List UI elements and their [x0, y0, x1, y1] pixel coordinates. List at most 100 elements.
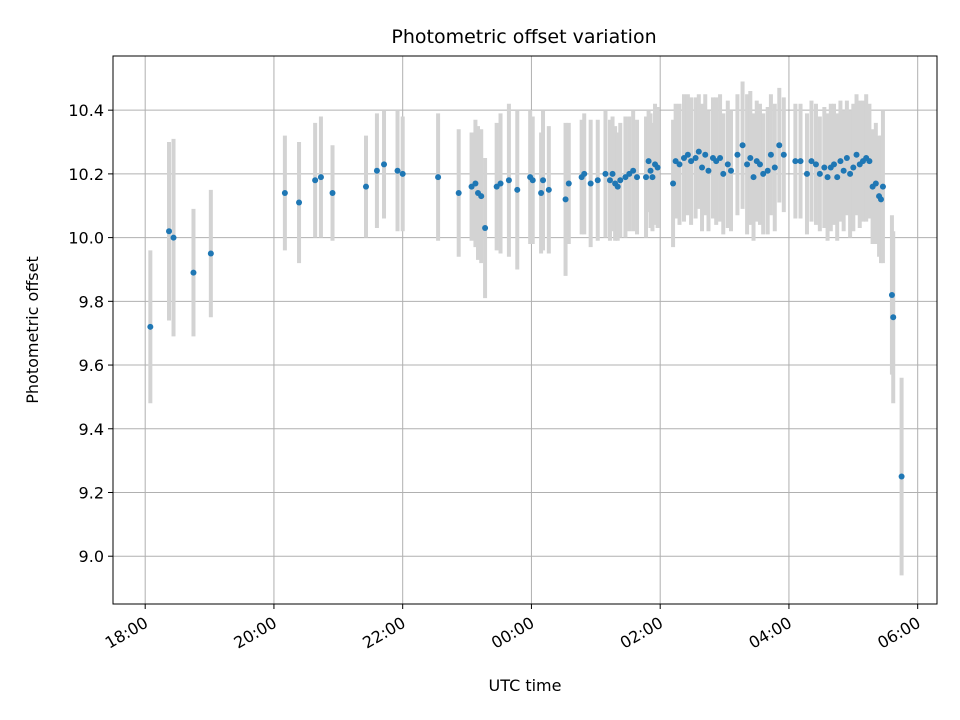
plot-area-frame — [112, 55, 938, 605]
data-point — [505, 177, 512, 184]
data-point — [816, 170, 823, 177]
data-point — [394, 167, 401, 174]
data-point — [898, 473, 905, 480]
y-tick-label: 10.4 — [68, 101, 104, 120]
data-point — [744, 161, 751, 168]
data-point — [649, 174, 656, 181]
data-point — [670, 180, 677, 187]
data-point — [645, 158, 652, 165]
data-point — [606, 177, 613, 184]
data-point — [435, 174, 442, 181]
data-point — [771, 164, 778, 171]
data-point — [776, 142, 783, 149]
data-point — [472, 180, 479, 187]
y-axis-label: Photometric offset — [23, 256, 42, 404]
data-point — [780, 151, 787, 158]
data-point — [797, 158, 804, 165]
data-point — [728, 167, 734, 174]
chart-title: Photometric offset variation — [391, 26, 656, 48]
data-point — [853, 151, 860, 158]
data-point — [455, 190, 462, 196]
data-point — [834, 174, 841, 181]
y-tick-label: 9.4 — [79, 420, 104, 439]
x-axis-label: UTC time — [489, 676, 562, 695]
data-point — [888, 291, 895, 298]
data-point — [734, 151, 741, 158]
data-point — [850, 164, 857, 171]
data-point — [692, 154, 699, 161]
data-point — [688, 158, 695, 165]
data-point — [739, 142, 746, 149]
data-point — [609, 170, 616, 177]
data-point — [767, 151, 774, 158]
data-point — [643, 174, 650, 181]
data-point — [362, 183, 369, 190]
data-point — [166, 228, 173, 235]
data-point — [317, 174, 324, 181]
data-point — [821, 164, 828, 171]
data-point — [684, 151, 691, 158]
data-point — [630, 167, 637, 174]
data-point — [617, 177, 624, 184]
data-point — [529, 177, 536, 184]
data-point — [847, 170, 854, 177]
data-point — [676, 161, 683, 168]
data-point — [831, 161, 837, 168]
data-points — [147, 142, 905, 480]
data-point — [803, 170, 810, 177]
data-point — [190, 269, 197, 276]
data-point — [792, 158, 799, 165]
data-point — [705, 167, 712, 174]
y-tick-label: 9.0 — [79, 547, 104, 566]
data-point — [724, 161, 731, 168]
data-point — [747, 154, 754, 161]
data-point — [281, 190, 288, 196]
data-point — [879, 183, 886, 190]
data-point — [654, 164, 661, 171]
data-point — [756, 161, 763, 168]
data-point — [381, 161, 388, 168]
data-point — [764, 167, 771, 174]
data-point — [808, 158, 815, 165]
data-point — [562, 196, 569, 203]
data-point — [538, 190, 545, 196]
data-point — [565, 180, 572, 187]
data-point — [497, 180, 504, 187]
y-tick-label: 9.2 — [79, 483, 104, 502]
data-point — [312, 177, 319, 184]
data-point — [866, 158, 873, 165]
data-point — [587, 180, 594, 187]
data-point — [647, 167, 654, 174]
data-point — [545, 186, 552, 193]
data-point — [478, 193, 485, 200]
data-point — [540, 177, 547, 184]
y-axis-ticks: 9.0 9.2 9.4 9.6 9.8 10.0 10.2 10.4 — [68, 101, 113, 566]
data-point — [695, 148, 702, 155]
data-point — [147, 323, 154, 330]
data-point — [872, 180, 879, 187]
data-point — [594, 177, 601, 184]
data-point — [720, 170, 727, 177]
data-point — [581, 170, 588, 177]
data-point — [170, 234, 177, 241]
data-point — [634, 174, 641, 181]
data-point — [877, 196, 884, 203]
y-tick-label: 9.6 — [79, 356, 104, 375]
data-point — [207, 250, 214, 257]
data-point — [329, 190, 336, 196]
data-point — [702, 151, 709, 158]
data-point — [614, 183, 621, 190]
data-point — [514, 186, 521, 193]
data-point — [824, 174, 831, 181]
data-point — [399, 170, 406, 177]
data-point — [843, 154, 850, 161]
data-point — [602, 170, 609, 177]
data-point — [296, 199, 303, 206]
data-point — [840, 167, 847, 174]
data-point — [837, 158, 844, 165]
data-point — [699, 164, 706, 171]
y-tick-label: 10.0 — [68, 229, 104, 248]
data-point — [482, 225, 489, 232]
data-point — [717, 154, 724, 161]
